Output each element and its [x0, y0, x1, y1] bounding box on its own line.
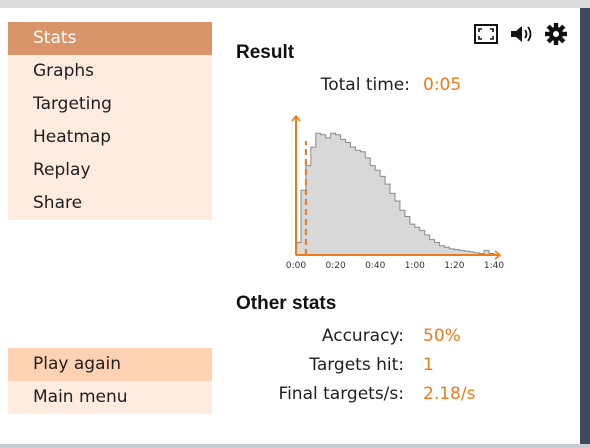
toolbar [473, 22, 573, 46]
window-bottom-strip [0, 444, 590, 448]
result-heading: Result [236, 42, 295, 63]
histogram-bin [430, 240, 435, 255]
x-tick-label: 1:40 [484, 261, 504, 271]
histogram-bin [326, 138, 331, 255]
play-again-button[interactable]: Play again [8, 348, 212, 381]
accuracy-row: Accuracy: 50% [236, 326, 576, 348]
final-targets-value: 2.18/s [423, 384, 476, 404]
gear-icon[interactable] [543, 22, 569, 46]
histogram-bin [370, 166, 375, 255]
x-tick-label: 0:20 [325, 261, 345, 271]
histogram-bin [405, 216, 410, 255]
sidebar-item-targeting[interactable]: Targeting [33, 94, 112, 114]
targets-hit-value: 1 [423, 355, 434, 375]
histogram-bin [331, 133, 336, 255]
targets-hit-label: Targets hit: [309, 355, 404, 375]
histogram-bin [385, 184, 390, 255]
histogram-bin [390, 193, 395, 255]
histogram-bin [321, 135, 326, 255]
sidebar: Stats Graphs Targeting Heatmap Replay Sh… [8, 22, 212, 220]
histogram-bin [435, 243, 440, 255]
x-tick-label: 0:40 [365, 261, 385, 271]
histogram-bin [350, 147, 355, 255]
accuracy-label: Accuracy: [321, 326, 404, 346]
histogram-bin [311, 147, 316, 255]
final-targets-row: Final targets/s: 2.18/s [236, 384, 576, 406]
y-axis-arrow [291, 114, 301, 122]
histogram-bin [336, 135, 341, 255]
x-tick-label: 0:00 [286, 261, 306, 271]
sidebar-item-share[interactable]: Share [33, 193, 83, 213]
x-tick-label: 1:20 [444, 261, 464, 271]
histogram-bin [346, 142, 351, 255]
targets-hit-row: Targets hit: 1 [236, 355, 576, 377]
sidebar-item-replay[interactable]: Replay [33, 160, 91, 180]
x-axis-arrow [494, 250, 502, 260]
window-top-strip [0, 0, 590, 8]
histogram-bin [400, 210, 405, 255]
final-targets-label: Final targets/s: [278, 384, 404, 404]
sidebar-item-stats[interactable]: Stats [8, 22, 212, 55]
histogram-bin [316, 133, 321, 255]
accuracy-value: 50% [423, 326, 461, 346]
bottom-menu: Play again Main menu [8, 348, 212, 414]
histogram-bin [415, 227, 420, 255]
total-time-label: Total time: [320, 75, 410, 95]
histogram-bin [395, 201, 400, 255]
histogram-bin [440, 246, 445, 255]
histogram-bin [365, 158, 370, 255]
time-histogram-chart: 0:00 0:20 0:40 1:00 1:20 1:40 [284, 108, 510, 273]
histogram-bin [380, 176, 385, 255]
histogram-bin [355, 150, 360, 255]
histogram-bin [410, 224, 415, 255]
histogram-bin [420, 230, 425, 255]
histogram-series [295, 132, 495, 256]
histogram-bin [445, 247, 450, 255]
fullscreen-icon[interactable] [473, 22, 499, 46]
histogram-bin [341, 139, 346, 255]
main-menu-button[interactable]: Main menu [33, 387, 128, 407]
sidebar-menu: Stats Graphs Targeting Heatmap Replay Sh… [8, 22, 212, 220]
total-time-value: 0:05 [423, 75, 462, 95]
other-stats-heading: Other stats [236, 293, 337, 314]
total-time-row: Total time: 0:05 [236, 75, 576, 97]
histogram-bin [360, 152, 365, 255]
histogram-bin [425, 235, 430, 255]
sidebar-item-heatmap[interactable]: Heatmap [33, 127, 112, 147]
x-tick-label: 1:00 [405, 261, 425, 271]
speaker-icon[interactable] [509, 22, 535, 46]
histogram-bin [375, 170, 380, 255]
sidebar-item-graphs[interactable]: Graphs [33, 61, 95, 81]
histogram-svg: 0:00 0:20 0:40 1:00 1:20 1:40 [286, 114, 504, 271]
